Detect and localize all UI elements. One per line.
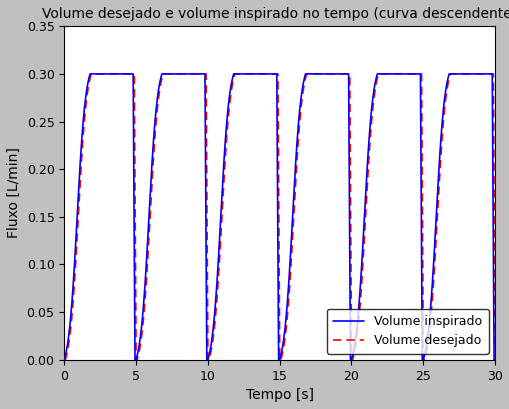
- Volume desejado: [491, 357, 497, 362]
- Volume inspirado: [491, 357, 497, 362]
- Volume inspirado: [436, 155, 442, 160]
- Volume desejado: [436, 167, 442, 172]
- Volume inspirado: [443, 79, 449, 83]
- Volume inspirado: [436, 149, 442, 154]
- Volume inspirado: [61, 357, 67, 362]
- Y-axis label: Fluxo [L/min]: Fluxo [L/min]: [7, 148, 21, 238]
- Volume desejado: [61, 357, 67, 362]
- Volume inspirado: [135, 347, 141, 352]
- Volume inspirado: [329, 72, 335, 76]
- Legend: Volume inspirado, Volume desejado: Volume inspirado, Volume desejado: [326, 309, 488, 353]
- Volume inspirado: [197, 72, 204, 76]
- X-axis label: Tempo [s]: Tempo [s]: [245, 388, 313, 402]
- Line: Volume inspirado: Volume inspirado: [64, 74, 494, 360]
- Volume desejado: [135, 353, 141, 358]
- Volume desejado: [197, 72, 204, 76]
- Volume inspirado: [87, 72, 93, 76]
- Title: Volume desejado e volume inspirado no tempo (curva descendente): Volume desejado e volume inspirado no te…: [42, 7, 509, 21]
- Line: Volume desejado: Volume desejado: [64, 74, 494, 360]
- Volume desejado: [443, 85, 449, 90]
- Volume desejado: [436, 174, 442, 179]
- Volume desejado: [329, 72, 335, 76]
- Volume desejado: [88, 72, 94, 76]
